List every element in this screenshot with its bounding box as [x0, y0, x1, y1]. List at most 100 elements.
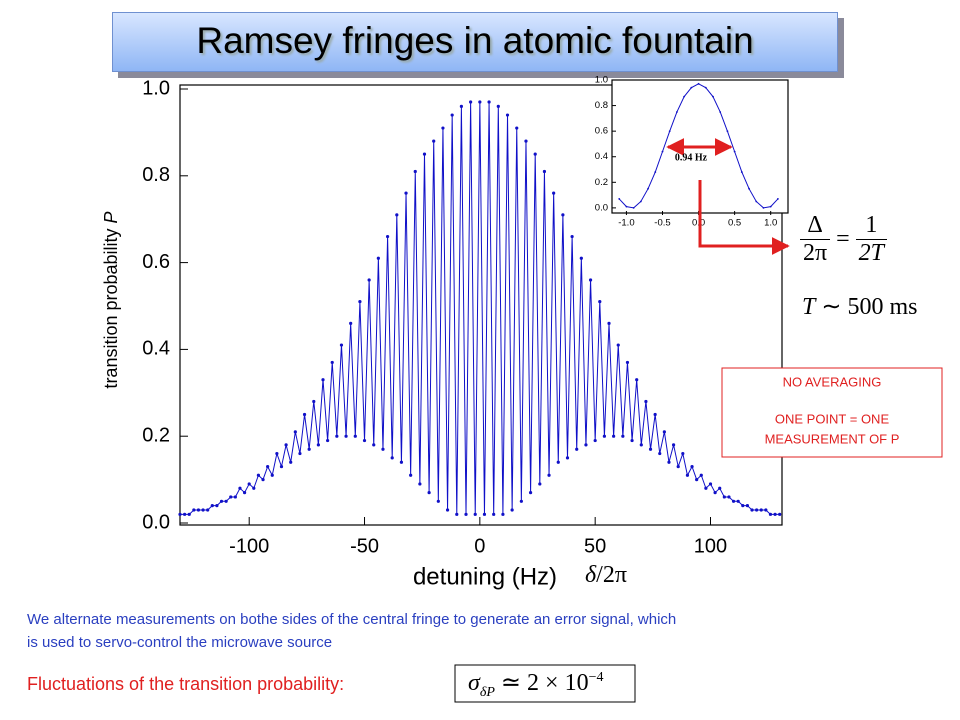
- data-point: [777, 198, 779, 200]
- x-tick-label: 50: [584, 535, 606, 557]
- data-point: [242, 491, 247, 495]
- data-point: [238, 486, 242, 490]
- y-tick-label: 0.4: [142, 338, 170, 360]
- data-point: [275, 451, 279, 456]
- data-point: [482, 512, 487, 516]
- data-point: [639, 443, 643, 447]
- data-point: [381, 447, 385, 451]
- data-point: [473, 512, 477, 516]
- data-point: [588, 278, 593, 282]
- data-point: [697, 82, 700, 85]
- data-point: [764, 508, 768, 512]
- description-line: is used to servo-control the microwave s…: [27, 634, 333, 651]
- detuning-symbol: δ/2π: [585, 562, 627, 589]
- data-point: [598, 300, 602, 304]
- data-point: [718, 486, 722, 490]
- fluctuations-label: Fluctuations of the transition probabili…: [27, 674, 345, 694]
- bandwidth-formula: Δ 2π = 1 2T: [800, 212, 888, 267]
- data-point: [279, 464, 284, 469]
- data-point: [690, 86, 693, 89]
- data-point: [376, 256, 380, 260]
- data-point: [668, 130, 671, 133]
- numerator: Δ: [800, 212, 831, 240]
- delta: δ: [585, 562, 597, 588]
- data-point: [233, 495, 237, 499]
- data-point: [390, 456, 394, 460]
- data-point: [736, 499, 740, 503]
- data-point: [464, 512, 468, 516]
- y-tick-label: 0.0: [142, 511, 170, 533]
- data-point: [307, 447, 311, 451]
- data-point: [704, 486, 708, 490]
- data-point: [773, 512, 777, 516]
- y-axis-label: transition probability P: [101, 211, 121, 388]
- data-point: [455, 512, 459, 516]
- data-point: [653, 412, 657, 417]
- numerator: 1: [855, 212, 888, 240]
- data-point: [358, 300, 362, 304]
- data-point: [404, 191, 408, 195]
- data-point: [658, 451, 662, 456]
- data-point: [261, 478, 265, 482]
- data-point: [210, 504, 214, 508]
- data-point: [726, 130, 729, 133]
- data-point: [445, 508, 450, 512]
- data-point: [671, 443, 676, 447]
- data-point: [542, 169, 547, 174]
- data-point: [722, 495, 726, 499]
- data-point: [219, 499, 224, 503]
- data-point: [647, 187, 649, 190]
- data-point: [353, 434, 357, 438]
- data-point: [661, 150, 664, 153]
- data-point: [565, 456, 570, 460]
- sigma: σ: [468, 670, 480, 696]
- data-point: [538, 482, 542, 486]
- data-point: [362, 438, 367, 443]
- note-line: ONE POINT = ONE: [775, 411, 890, 426]
- x-tick-label: 0: [474, 535, 485, 557]
- data-point: [690, 464, 694, 469]
- data-point: [422, 152, 427, 156]
- data-point: [427, 491, 431, 495]
- x-tick-label: 0.5: [728, 218, 741, 229]
- data-point: [270, 473, 274, 477]
- data-point: [349, 321, 353, 325]
- data-point: [192, 508, 196, 512]
- data-point: [293, 430, 297, 434]
- data-point: [685, 473, 690, 477]
- data-point: [372, 443, 376, 447]
- data-point: [385, 234, 390, 239]
- y-tick-label: 1.0: [142, 77, 170, 99]
- relation: ∼: [821, 294, 842, 320]
- data-point: [575, 447, 579, 451]
- note-line: NO AVERAGING: [783, 374, 882, 389]
- x-tick-label: -100: [229, 535, 269, 557]
- data-point: [459, 104, 463, 108]
- fraction: 1 2T: [855, 212, 888, 267]
- y-label-text: transition probability: [101, 228, 121, 388]
- data-point: [602, 434, 606, 438]
- title-box: [112, 12, 838, 72]
- data-point: [335, 434, 339, 438]
- data-point: [284, 443, 288, 447]
- x-tick-label: -1.0: [618, 218, 634, 229]
- data-point: [769, 205, 772, 208]
- formula-box: [454, 664, 636, 703]
- data-point: [316, 443, 320, 447]
- data-point: [630, 438, 634, 443]
- data-point: [432, 139, 436, 143]
- data-point: [252, 486, 256, 490]
- data-point: [524, 139, 528, 143]
- data-point: [644, 399, 648, 404]
- note-line: MEASUREMENT OF P: [765, 431, 900, 446]
- pointer-arrow: [698, 180, 790, 255]
- data-point: [635, 378, 639, 382]
- data-point: [289, 460, 293, 464]
- data-point: [413, 169, 417, 174]
- data-point: [762, 206, 765, 209]
- data-point: [418, 482, 422, 486]
- x-tick-label: 1.0: [764, 218, 777, 229]
- data-point: [570, 234, 574, 239]
